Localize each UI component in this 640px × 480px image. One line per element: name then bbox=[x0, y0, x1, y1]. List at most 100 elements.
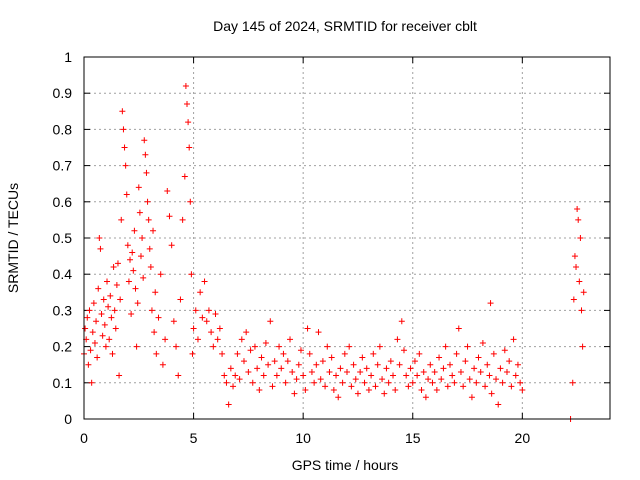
y-tick-label: 0.3 bbox=[53, 302, 73, 318]
data-point bbox=[203, 318, 210, 325]
data-point bbox=[363, 365, 370, 372]
data-point bbox=[112, 325, 119, 332]
data-point bbox=[427, 361, 434, 368]
data-point bbox=[258, 354, 265, 361]
data-point bbox=[243, 329, 250, 336]
data-point bbox=[104, 278, 111, 285]
data-point bbox=[205, 307, 212, 314]
data-point bbox=[151, 329, 158, 336]
y-tick-label: 0.9 bbox=[53, 85, 73, 101]
data-point bbox=[398, 318, 405, 325]
y-tick-label: 0.4 bbox=[53, 266, 73, 282]
data-point bbox=[128, 311, 135, 318]
data-point bbox=[453, 350, 460, 357]
data-point bbox=[328, 354, 335, 361]
x-tick-label: 0 bbox=[80, 430, 88, 446]
data-point bbox=[308, 368, 315, 375]
data-point bbox=[144, 198, 151, 205]
data-point bbox=[414, 372, 421, 379]
data-point bbox=[166, 213, 173, 220]
data-point bbox=[101, 321, 108, 328]
data-point bbox=[326, 368, 333, 375]
data-point bbox=[387, 358, 394, 365]
data-point bbox=[269, 383, 276, 390]
data-point bbox=[370, 350, 377, 357]
data-point bbox=[121, 144, 128, 151]
data-point bbox=[444, 383, 451, 390]
data-point bbox=[436, 354, 443, 361]
data-point bbox=[159, 361, 166, 368]
data-point bbox=[256, 387, 263, 394]
data-point bbox=[503, 368, 510, 375]
data-point bbox=[106, 336, 113, 343]
axis-ticks: 00.10.20.30.40.50.60.70.80.910 5 10 15 20 bbox=[53, 49, 610, 446]
data-point bbox=[201, 278, 208, 285]
data-point bbox=[449, 372, 456, 379]
data-point bbox=[486, 372, 493, 379]
data-point bbox=[105, 303, 112, 310]
data-point bbox=[238, 336, 245, 343]
data-point bbox=[146, 245, 153, 252]
plot-frame bbox=[83, 56, 611, 420]
data-point bbox=[188, 271, 195, 278]
data-point bbox=[280, 350, 287, 357]
data-point bbox=[508, 383, 515, 390]
data-point bbox=[306, 350, 313, 357]
data-point bbox=[162, 336, 169, 343]
data-point bbox=[197, 289, 204, 296]
data-point bbox=[447, 361, 454, 368]
data-point bbox=[416, 350, 423, 357]
data-point bbox=[495, 401, 502, 408]
data-point bbox=[181, 173, 188, 180]
data-point bbox=[88, 379, 95, 386]
data-point bbox=[85, 361, 92, 368]
data-point bbox=[352, 376, 359, 383]
data-point bbox=[300, 372, 307, 379]
data-point bbox=[407, 365, 414, 372]
data-point bbox=[124, 242, 131, 249]
data-point bbox=[131, 227, 138, 234]
data-point bbox=[125, 278, 132, 285]
data-point bbox=[216, 325, 223, 332]
data-point bbox=[392, 387, 399, 394]
data-point bbox=[510, 336, 517, 343]
data-point bbox=[130, 267, 137, 274]
data-point bbox=[396, 361, 403, 368]
data-point bbox=[245, 368, 252, 375]
data-point bbox=[254, 365, 261, 372]
data-point bbox=[194, 336, 201, 343]
data-point bbox=[110, 263, 117, 270]
data-point bbox=[374, 361, 381, 368]
data-point bbox=[460, 383, 467, 390]
data-point bbox=[133, 343, 140, 350]
data-point bbox=[84, 314, 91, 321]
data-point bbox=[287, 336, 294, 343]
data-point bbox=[282, 379, 289, 386]
data-point bbox=[87, 347, 94, 354]
data-point bbox=[219, 350, 226, 357]
data-point bbox=[182, 82, 189, 89]
data-point bbox=[394, 336, 401, 343]
data-point bbox=[311, 379, 318, 386]
y-tick-label: 0.7 bbox=[53, 158, 73, 174]
data-point bbox=[230, 383, 237, 390]
data-point bbox=[137, 253, 144, 260]
data-point bbox=[262, 339, 269, 346]
data-point bbox=[341, 350, 348, 357]
data-point bbox=[251, 343, 258, 350]
data-point bbox=[234, 350, 241, 357]
data-point bbox=[273, 372, 280, 379]
data-point bbox=[385, 379, 392, 386]
data-point bbox=[479, 339, 486, 346]
data-point bbox=[225, 401, 232, 408]
data-point bbox=[431, 368, 438, 375]
data-point bbox=[184, 101, 191, 108]
data-point bbox=[451, 379, 458, 386]
y-tick-label: 0.8 bbox=[53, 121, 73, 137]
data-point bbox=[429, 379, 436, 386]
data-point bbox=[175, 372, 182, 379]
data-point bbox=[129, 249, 136, 256]
data-point bbox=[433, 387, 440, 394]
data-point bbox=[315, 329, 322, 336]
data-point bbox=[573, 263, 580, 270]
